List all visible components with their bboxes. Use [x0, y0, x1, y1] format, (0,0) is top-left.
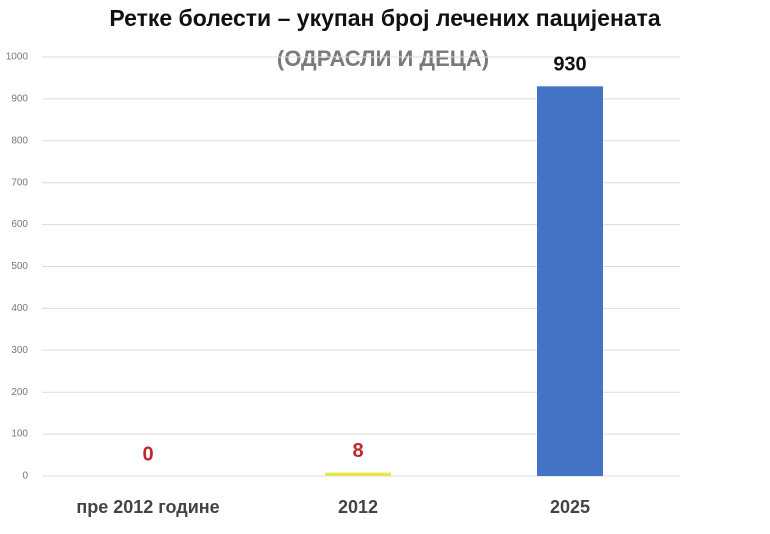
y-tick-label: 900: [11, 94, 28, 105]
bar: [325, 472, 391, 476]
y-tick-label: 0: [22, 471, 28, 482]
y-tick-label: 300: [11, 345, 28, 356]
chart-title: Ретке болести – укупан број лечених паци…: [109, 5, 661, 31]
y-tick-label: 200: [11, 387, 28, 398]
y-tick-label: 400: [11, 303, 28, 314]
y-tick-label: 700: [11, 177, 28, 188]
y-tick-label: 600: [11, 219, 28, 230]
data-label: 0: [142, 443, 153, 465]
y-tick-label: 100: [11, 429, 28, 440]
y-tick-label: 800: [11, 135, 28, 146]
data-label: 8: [352, 440, 363, 462]
y-tick-label: 1000: [6, 52, 29, 63]
bar: [537, 86, 603, 476]
x-tick-label: 2012: [338, 497, 378, 517]
x-tick-label: пре 2012 године: [76, 497, 219, 517]
y-tick-label: 500: [11, 261, 28, 272]
x-tick-label: 2025: [550, 497, 590, 517]
data-label: 930: [553, 54, 586, 76]
chart-subtitle: (ОДРАСЛИ И ДЕЦА): [277, 46, 489, 71]
